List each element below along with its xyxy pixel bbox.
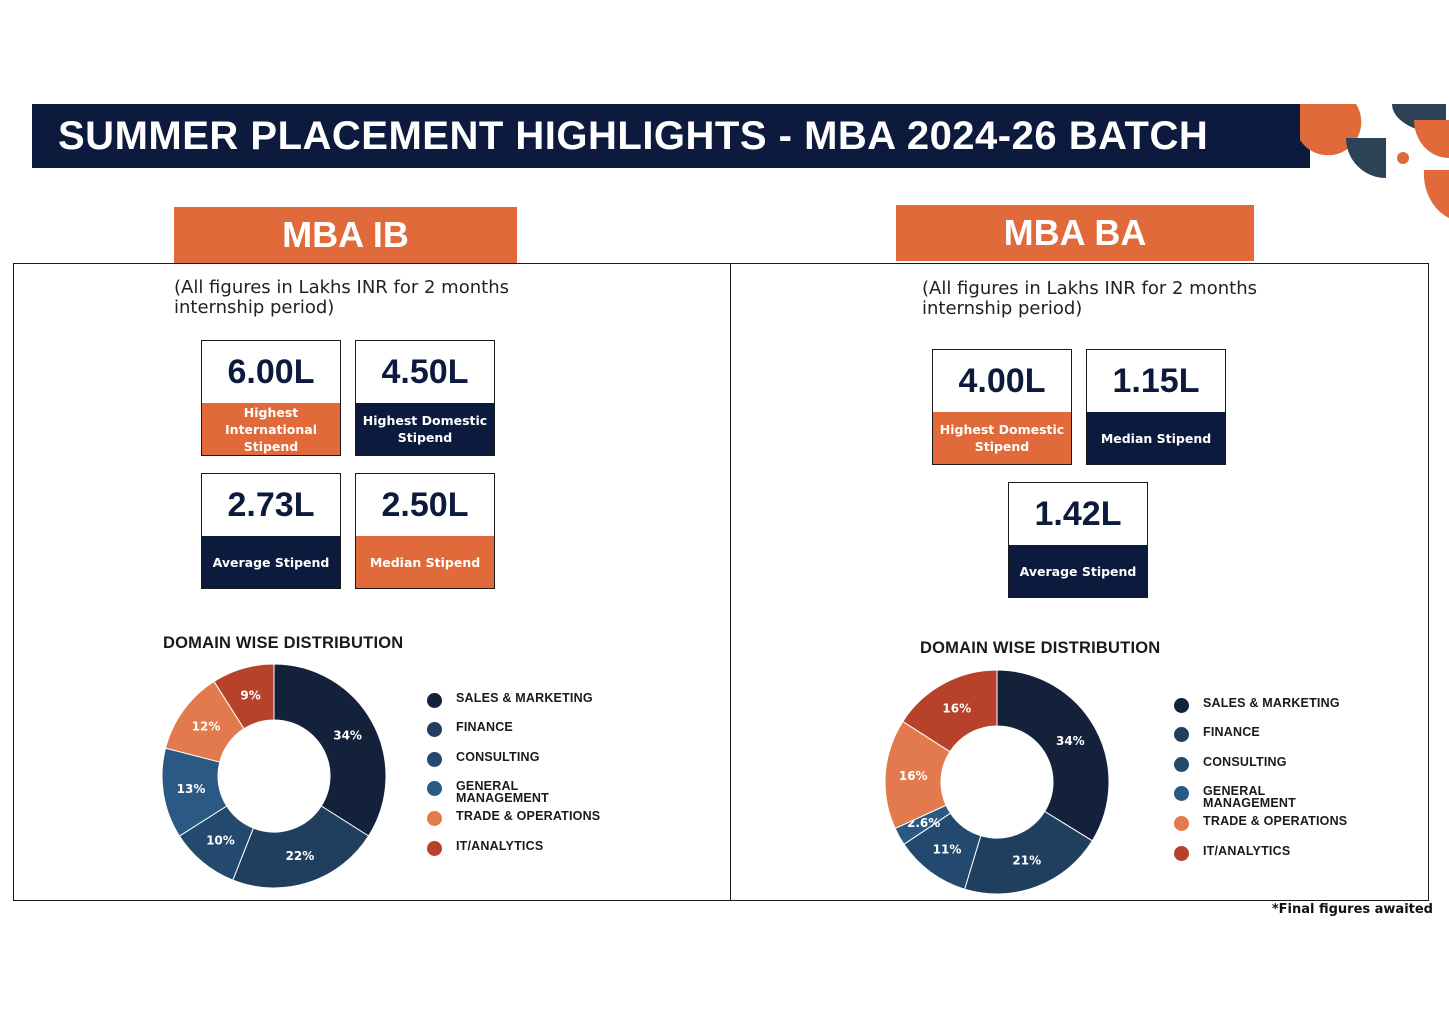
legend-swatch: [1174, 727, 1189, 742]
distribution-title-ba: DOMAIN WISE DISTRIBUTION: [920, 639, 1161, 657]
slice-finance: [963, 810, 1094, 895]
tab-mba-ib: MBA IB: [174, 207, 517, 263]
legend-swatch: [1174, 786, 1189, 801]
legend-swatch: [427, 841, 442, 856]
mba-ba-panel: [730, 263, 1429, 901]
legend-item-sales-marketing: SALES & MARKETING: [1174, 697, 1353, 713]
legend-item-consulting: CONSULTING: [1174, 756, 1353, 772]
stat-card: 1.15L Median Stipend: [1086, 349, 1226, 465]
donut-chart-ba: 34%21%11%2.6%16%16%: [884, 669, 1110, 895]
legend-label: FINANCE: [1203, 725, 1260, 739]
slice-sales-marketing: [273, 663, 387, 837]
stat-value: 2.73L: [227, 486, 315, 524]
data-label: 13%: [177, 782, 206, 796]
legend-label: FINANCE: [456, 720, 513, 734]
data-label: 9%: [240, 688, 260, 702]
stat-card: 6.00L Highest International Stipend: [201, 340, 341, 456]
stat-card: 1.42L Average Stipend: [1008, 482, 1148, 598]
slice-it-analytics: [902, 669, 998, 753]
legend-label: TRADE & OPERATIONS: [1203, 814, 1348, 828]
stat-value: 6.00L: [227, 353, 315, 391]
legend-item-it-analytics: IT/ANALYTICS: [1174, 845, 1353, 861]
data-label: 10%: [206, 834, 235, 848]
data-label: 21%: [1012, 854, 1041, 868]
data-label: 34%: [333, 729, 362, 743]
legend-item-finance: FINANCE: [427, 721, 606, 737]
stat-label: Average Stipend: [1009, 545, 1147, 597]
legend-swatch: [1174, 757, 1189, 772]
tab-mba-ba: MBA BA: [896, 205, 1254, 261]
legend-item-consulting: CONSULTING: [427, 751, 606, 767]
stat-card: 2.50L Median Stipend: [355, 473, 495, 589]
slice-it-analytics: [213, 663, 275, 730]
legend-label: IT/ANALYTICS: [1203, 844, 1291, 858]
decorative-shapes: [1300, 104, 1449, 218]
data-label: 22%: [286, 849, 315, 863]
slice-sales-marketing: [996, 669, 1110, 842]
legend-swatch: [427, 781, 442, 796]
data-label: 16%: [942, 701, 971, 715]
legend-item-general-management: GENERAL MANAGEMENT: [1174, 785, 1353, 809]
legend-label: SALES & MARKETING: [456, 691, 593, 705]
legend-swatch: [427, 722, 442, 737]
legend-swatch: [427, 811, 442, 826]
note-figures-ba: (All figures in Lakhs INR for 2 months i…: [922, 278, 1257, 319]
legend-item-trade-operations: TRADE & OPERATIONS: [1174, 815, 1353, 831]
slice-finance: [232, 805, 370, 889]
stat-label: Highest Domestic Stipend: [933, 412, 1071, 464]
footnote: *Final figures awaited: [1271, 902, 1433, 917]
data-label: 11%: [933, 843, 962, 857]
legend-label: IT/ANALYTICS: [456, 839, 544, 853]
stat-label: Highest Domestic Stipend: [356, 403, 494, 455]
stat-value: 1.42L: [1034, 495, 1122, 533]
legend-swatch: [427, 693, 442, 708]
legend-ba: SALES & MARKETING FINANCE CONSULTING GENERA…: [1174, 697, 1374, 867]
stat-value: 4.00L: [958, 362, 1046, 400]
donut-chart-ib: 34% 22% 10% 13% 12% 9%: [161, 663, 387, 889]
legend-swatch: [1174, 816, 1189, 831]
legend-item-trade-operations: TRADE & OPERATIONS: [427, 810, 606, 826]
legend-swatch: [427, 752, 442, 767]
legend-label: GENERAL MANAGEMENT: [456, 779, 549, 805]
stat-card: 4.50L Highest Domestic Stipend: [355, 340, 495, 456]
stat-card: 2.73L Average Stipend: [201, 473, 341, 589]
legend-label: CONSULTING: [1203, 755, 1287, 769]
distribution-title-ib: DOMAIN WISE DISTRIBUTION: [163, 634, 404, 652]
legend-label: CONSULTING: [456, 750, 540, 764]
stat-label: Highest International Stipend: [202, 403, 340, 455]
note-figures-ib: (All figures in Lakhs INR for 2 months i…: [174, 277, 509, 318]
stat-value: 4.50L: [381, 353, 469, 391]
title-banner: SUMMER PLACEMENT HIGHLIGHTS - MBA 2024-2…: [32, 104, 1310, 168]
legend-label: GENERAL MANAGEMENT: [1203, 784, 1296, 810]
legend-item-it-analytics: IT/ANALYTICS: [427, 840, 606, 856]
legend-label: TRADE & OPERATIONS: [456, 809, 601, 823]
legend-swatch: [1174, 846, 1189, 861]
stat-value: 1.15L: [1112, 362, 1200, 400]
data-label: 34%: [1056, 734, 1085, 748]
stat-label: Average Stipend: [202, 536, 340, 588]
legend-label: SALES & MARKETING: [1203, 696, 1340, 710]
stat-value: 2.50L: [381, 486, 469, 524]
stat-label: Median Stipend: [356, 536, 494, 588]
legend-item-finance: FINANCE: [1174, 726, 1353, 742]
data-label: 12%: [192, 720, 221, 734]
legend-ib: SALES & MARKETING FINANCE CONSULTING GENERA…: [427, 692, 627, 862]
stat-label: Median Stipend: [1087, 412, 1225, 464]
legend-swatch: [1174, 698, 1189, 713]
page-title: SUMMER PLACEMENT HIGHLIGHTS - MBA 2024-2…: [58, 114, 1209, 158]
legend-item-general-management: GENERAL MANAGEMENT: [427, 780, 606, 804]
stat-card: 4.00L Highest Domestic Stipend: [932, 349, 1072, 465]
legend-item-sales-marketing: SALES & MARKETING: [427, 692, 606, 708]
data-label: 16%: [899, 769, 928, 783]
